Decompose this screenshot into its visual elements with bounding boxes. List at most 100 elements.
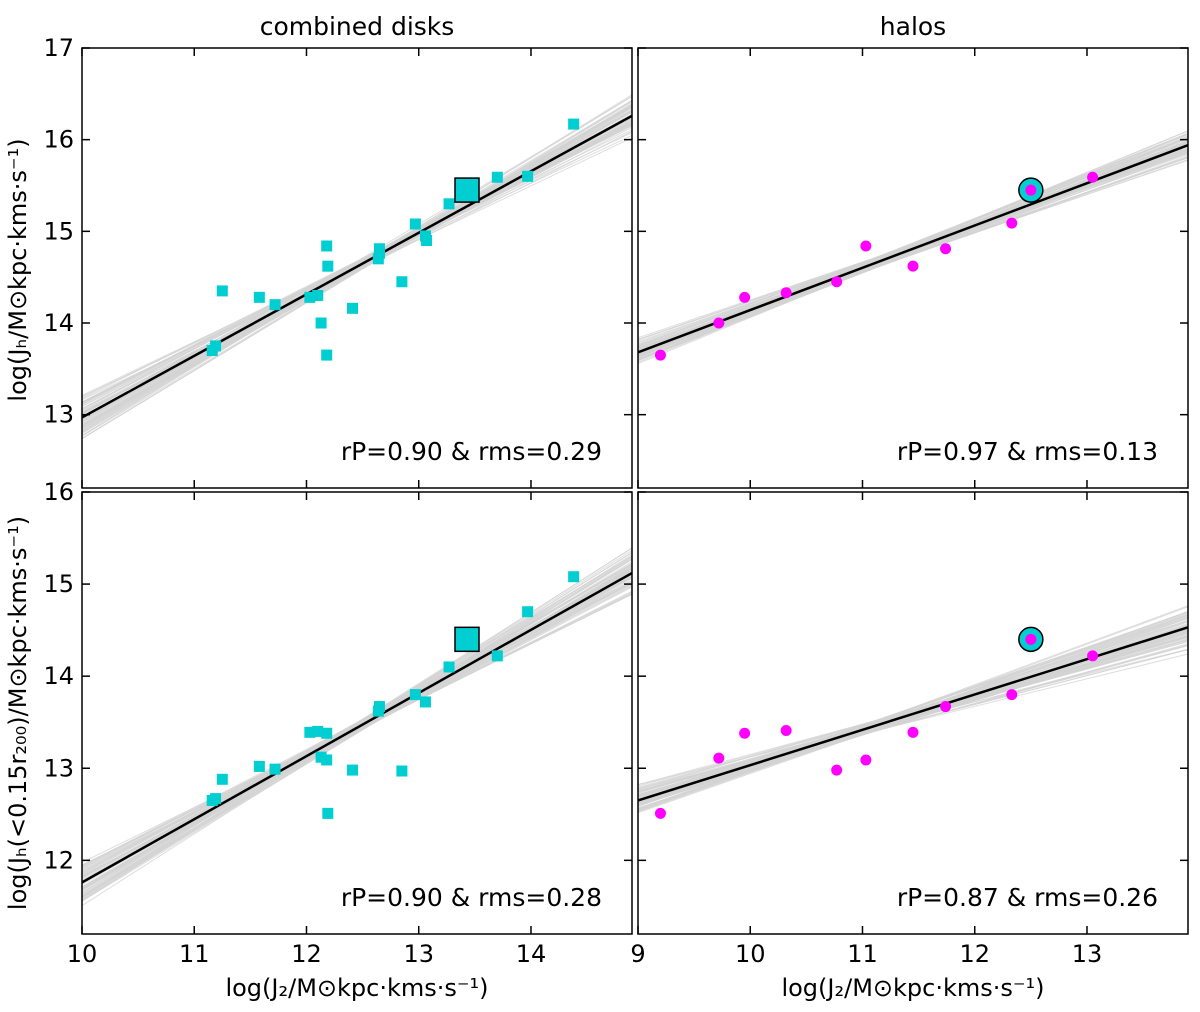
bootstrap-fit-line (82, 556, 632, 894)
panel-frame (637, 491, 1189, 935)
data-point (269, 763, 281, 775)
fit-line (82, 114, 632, 419)
panel-bottom-right: 9 10 11 12 13 rP=0.87 & rms=0.26 (630, 491, 1189, 968)
data-point (568, 118, 580, 130)
data-point (940, 701, 952, 713)
panel-bottom-left: 10 11 12 13 14 12 13 14 15 16 rP=0.90 & rms=0.28 (43, 478, 633, 968)
bootstrap-fit-line (638, 155, 1188, 354)
x-tick-label: 9 (630, 940, 645, 968)
bootstrap-fit-line (638, 636, 1188, 787)
data-point (713, 752, 725, 764)
bootstrap-fit-line (638, 621, 1188, 812)
y-tick-label: 12 (43, 846, 74, 874)
y-tick-label: 14 (43, 662, 74, 690)
data-point (321, 240, 333, 252)
bootstrap-fit-line (82, 132, 632, 396)
bootstrap-fit-line (82, 558, 632, 901)
panel-frame (637, 47, 1189, 489)
data-point (409, 689, 421, 701)
stats-annotation: rP=0.97 & rms=0.13 (897, 437, 1158, 466)
data-point (373, 701, 385, 713)
y-tick-label: 14 (43, 309, 74, 337)
bootstrap-fit-line (638, 615, 1188, 810)
data-point (312, 290, 324, 301)
bootstrap-fit-line (82, 119, 632, 420)
data-point (321, 754, 333, 766)
y-tick-label: 13 (43, 754, 74, 782)
bootstrap-fit-line (638, 153, 1188, 349)
data-point (373, 243, 385, 255)
highlight-marker (454, 626, 480, 653)
plot-area (638, 130, 1188, 364)
data-point (654, 807, 666, 819)
x-tick-label: 13 (403, 940, 434, 968)
data-point (409, 218, 421, 230)
x-tick-label: 10 (67, 940, 98, 968)
data-point (269, 299, 281, 311)
data-point (347, 302, 359, 314)
data-point (216, 773, 228, 785)
x-tick-label: 12 (959, 940, 990, 968)
data-point (522, 170, 534, 182)
data-point (396, 765, 408, 777)
data-point (396, 276, 408, 288)
data-point (780, 724, 792, 736)
data-point (739, 291, 751, 303)
data-point (1006, 217, 1018, 229)
y-tick-label: 16 (43, 126, 74, 154)
y-axis-title-bottom: log(Jₕ(<0.15r₂₀₀)/M⊙kpc·kms·s⁻¹) (4, 516, 32, 910)
bootstrap-fit-line (82, 579, 632, 867)
panel-top-right: rP=0.97 & rms=0.13 (637, 47, 1189, 489)
data-point (347, 764, 359, 776)
stats-annotation: rP=0.90 & rms=0.28 (341, 883, 602, 912)
highlight-inner-point (461, 633, 473, 645)
data-point (216, 285, 228, 297)
data-point (491, 650, 503, 662)
x-tick-label: 14 (516, 940, 547, 968)
data-point (253, 291, 265, 303)
data-point (322, 807, 334, 819)
highlight-inner-point (461, 184, 473, 196)
data-point (315, 317, 327, 329)
x-tick-label: 10 (735, 940, 766, 968)
y-axis-title-top: log(Jₕ/M⊙kpc·kms·s⁻¹) (4, 138, 32, 401)
data-point (713, 317, 725, 329)
bootstrap-fit-line (638, 136, 1188, 351)
data-point (421, 235, 433, 246)
bootstrap-fit-line (638, 644, 1188, 792)
x-tick-label: 11 (179, 940, 210, 968)
data-point (1087, 650, 1099, 662)
data-point (321, 727, 333, 739)
data-point (1006, 689, 1018, 701)
data-point (522, 606, 534, 618)
x-axis-title-left: log(J₂/M⊙kpc·kms·s⁻¹) (225, 974, 488, 1002)
panel-title-left: combined disks (260, 12, 455, 41)
data-point (860, 754, 872, 766)
data-point (419, 696, 431, 708)
data-point (253, 760, 265, 772)
data-point (860, 240, 872, 252)
panel-frame (81, 491, 633, 935)
data-point (831, 764, 843, 776)
panel-frame (81, 47, 633, 489)
panel-title-right: halos (880, 12, 946, 41)
data-point (443, 198, 455, 210)
data-point (654, 349, 666, 361)
plot-area (82, 547, 632, 907)
bootstrap-fit-line (82, 569, 632, 876)
data-point (780, 287, 792, 299)
x-tick-label: 12 (291, 940, 322, 968)
data-point (907, 260, 919, 272)
data-point (739, 727, 751, 739)
data-point (304, 291, 316, 303)
y-tick-label: 15 (43, 217, 74, 245)
bootstrap-fit-line (82, 109, 632, 415)
y-tick-label: 16 (43, 478, 74, 506)
y-tick-label: 17 (43, 34, 74, 62)
data-point (304, 726, 316, 738)
y-tick-label: 13 (43, 401, 74, 429)
data-point (315, 751, 327, 763)
fit-line (638, 626, 1188, 802)
panel-top-left: 13 14 15 16 17 rP=0.90 & rms=0.29 (43, 34, 633, 489)
